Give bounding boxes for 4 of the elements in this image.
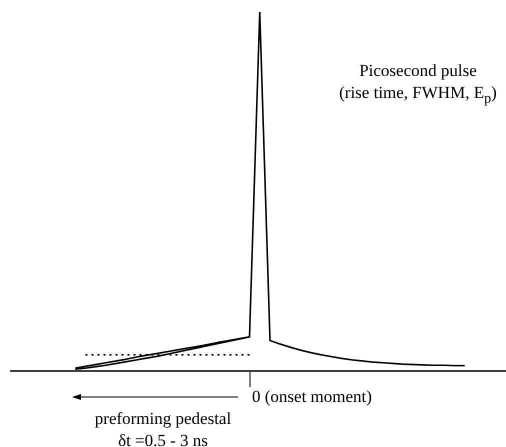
text: 0 (onset moment) [252, 386, 373, 408]
annotation: Picosecond pulse (rise time, FWHM, E$_{p}$) [338, 60, 498, 108]
text: δt =0.5 - 3 ns [117, 430, 209, 447]
text: preforming pedestal [94, 408, 232, 430]
